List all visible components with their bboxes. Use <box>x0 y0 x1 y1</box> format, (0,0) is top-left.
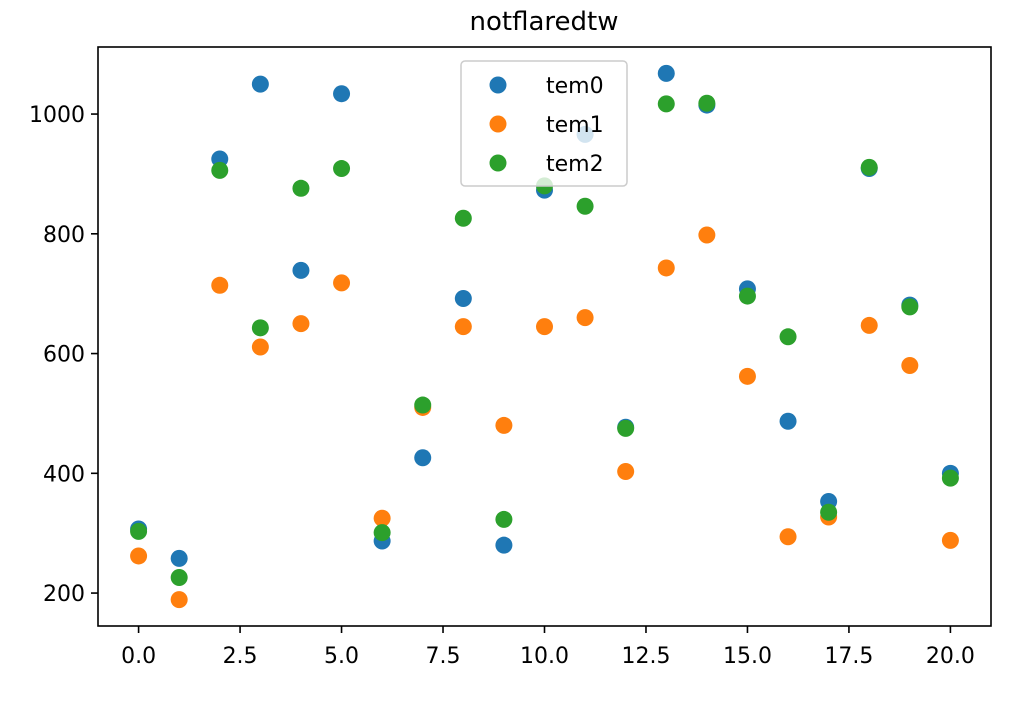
point-tem1-15 <box>738 367 756 385</box>
point-tem0-7 <box>414 449 432 467</box>
point-tem1-4 <box>292 315 310 333</box>
point-tem0-4 <box>292 261 310 279</box>
point-tem1-12 <box>617 463 635 481</box>
chart-title: notflaredtw <box>470 7 619 37</box>
point-tem2-6 <box>373 524 391 542</box>
y-tick-label: 400 <box>43 462 85 487</box>
point-tem1-19 <box>901 357 919 375</box>
point-tem0-1 <box>170 549 188 567</box>
legend-label-tem2: tem2 <box>546 152 604 177</box>
point-tem1-2 <box>211 276 229 294</box>
point-tem2-7 <box>414 396 432 414</box>
point-tem1-1 <box>170 591 188 609</box>
x-tick-label: 15.0 <box>723 644 772 669</box>
legend-label-tem0: tem0 <box>546 74 604 99</box>
point-tem2-0 <box>130 522 148 540</box>
point-tem2-5 <box>333 160 351 178</box>
point-tem1-14 <box>698 226 716 244</box>
y-tick-label: 800 <box>43 223 85 248</box>
point-tem2-19 <box>901 298 919 316</box>
point-tem0-8 <box>454 289 472 307</box>
point-tem2-11 <box>576 197 594 215</box>
point-tem1-5 <box>333 274 351 292</box>
point-tem0-5 <box>333 85 351 103</box>
data-points <box>130 64 959 609</box>
x-tick-label: 2.5 <box>223 644 258 669</box>
x-tick-label: 10.0 <box>520 644 569 669</box>
y-axis: 200 400 600 800 1000 <box>29 103 98 607</box>
legend-marker-tem0 <box>489 76 507 94</box>
point-tem1-11 <box>576 309 594 327</box>
x-tick-label: 17.5 <box>824 644 873 669</box>
point-tem2-2 <box>211 161 229 179</box>
x-tick-label: 0.0 <box>121 644 156 669</box>
point-tem1-6 <box>373 509 391 527</box>
legend: tem0 tem1 tem2 <box>460 60 628 187</box>
x-tick-label: 5.0 <box>324 644 359 669</box>
point-tem2-20 <box>941 469 959 487</box>
x-axis: 0.0 2.5 5.0 7.5 10.0 12.5 15.0 17.5 20.0 <box>121 626 975 669</box>
y-tick-label: 200 <box>43 582 85 607</box>
point-tem2-8 <box>454 209 472 227</box>
point-tem1-8 <box>454 318 472 336</box>
point-tem1-9 <box>495 416 513 434</box>
point-tem1-20 <box>941 531 959 549</box>
point-tem2-17 <box>820 503 838 521</box>
point-tem2-13 <box>657 95 675 113</box>
point-tem0-9 <box>495 536 513 554</box>
x-tick-label: 7.5 <box>426 644 461 669</box>
point-tem2-18 <box>860 158 878 176</box>
legend-marker-tem2 <box>489 154 507 172</box>
point-tem2-1 <box>170 569 188 586</box>
y-tick-label: 600 <box>43 343 85 368</box>
point-tem2-4 <box>292 179 310 197</box>
point-tem1-13 <box>657 259 675 277</box>
point-tem1-18 <box>860 316 878 334</box>
point-tem2-12 <box>617 419 635 437</box>
legend-marker-tem1 <box>489 115 507 133</box>
point-tem2-15 <box>738 287 756 305</box>
x-tick-label: 12.5 <box>621 644 670 669</box>
point-tem1-16 <box>779 528 797 546</box>
point-tem1-10 <box>536 318 553 336</box>
point-tem2-3 <box>251 319 269 337</box>
point-tem1-3 <box>251 338 269 356</box>
point-tem0-13 <box>657 64 675 82</box>
legend-box <box>460 60 628 187</box>
legend-label-tem1: tem1 <box>546 113 604 138</box>
point-tem2-14 <box>698 94 716 112</box>
y-tick-label: 1000 <box>29 103 85 128</box>
x-tick-label: 20.0 <box>926 644 975 669</box>
point-tem1-0 <box>130 547 148 565</box>
point-tem2-16 <box>779 328 797 346</box>
point-tem0-3 <box>251 75 269 93</box>
point-tem2-9 <box>495 510 513 528</box>
point-tem0-16 <box>779 412 797 430</box>
